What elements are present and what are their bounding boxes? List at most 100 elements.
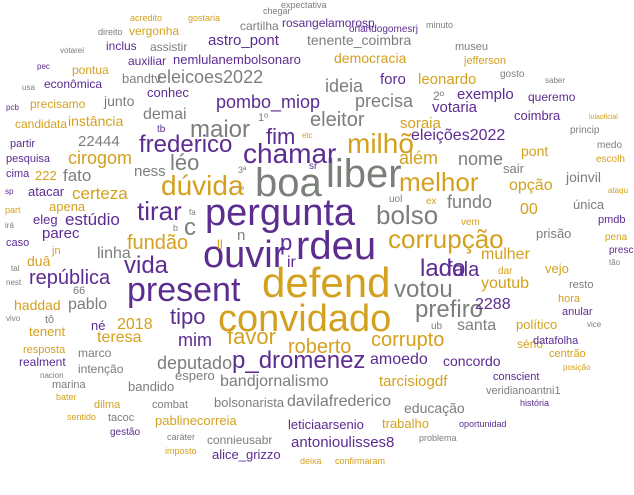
- word-astro-pont: astro_pont: [208, 32, 279, 49]
- word-leticiaarsenio: leticiaarsenio: [288, 417, 364, 432]
- word-datafolha: datafolha: [533, 335, 579, 347]
- word-p-dromenez: p_dromenez: [232, 347, 366, 374]
- word-tarcisiogdf: tarcisiogdf: [379, 373, 448, 390]
- word-pablinecorreia: pablinecorreia: [155, 413, 237, 428]
- word-leo: léo: [170, 150, 200, 175]
- word-expectativa: expectativa: [281, 0, 327, 10]
- word-deputado: deputado: [157, 353, 233, 373]
- word-precisamo: precisamo: [30, 97, 86, 111]
- word-presc: presc: [609, 245, 634, 256]
- word-defend: defend: [262, 259, 391, 306]
- word-acredito: acredito: [130, 13, 163, 23]
- word-votaria: votaria: [432, 99, 478, 116]
- word-liber: liber: [326, 152, 402, 196]
- word-lado: lado: [420, 255, 466, 282]
- word-pcb: pcb: [6, 103, 19, 112]
- word-b: b: [173, 223, 179, 233]
- word-tenent: tenent: [29, 324, 66, 339]
- word-marina: marina: [52, 379, 86, 391]
- word-instancia: instância: [68, 113, 124, 129]
- word-opcao: opção: [509, 177, 553, 194]
- word-anular: anular: [562, 306, 593, 318]
- word-mulher: mulher: [481, 246, 530, 263]
- word-eleg: eleg: [33, 212, 58, 227]
- word-medo: medo: [597, 140, 623, 151]
- word-demai: demai: [143, 106, 187, 123]
- word-orlandogomesrj: orlandogomesrj: [349, 24, 418, 35]
- word-oportunidad: oportunidad: [459, 419, 507, 429]
- word-deixa: deixa: [300, 456, 322, 466]
- word-santa: santa: [457, 317, 497, 334]
- word-conscient: conscient: [493, 371, 540, 383]
- word-ne: né: [91, 318, 106, 333]
- word-3a: 3ª: [238, 165, 247, 175]
- word-n: n: [237, 227, 246, 244]
- word-connieusabr: connieusabr: [207, 433, 273, 447]
- word-intencao: intenção: [78, 362, 124, 376]
- word-museu: museu: [455, 41, 489, 53]
- word-youtub: youtub: [481, 275, 530, 292]
- word-trabalho: trabalho: [382, 416, 429, 431]
- word-sair: sair: [503, 161, 524, 176]
- word-22444: 22444: [78, 133, 120, 150]
- word-nacion: nacion: [40, 371, 64, 380]
- word-rosangelamorosp: rosangelamorosp: [282, 16, 375, 30]
- word-prisao: prisão: [536, 226, 572, 241]
- word-bolsonarista: bolsonarista: [214, 395, 285, 410]
- word-a: ª: [241, 185, 244, 194]
- word-etc: etc: [302, 131, 313, 140]
- word-eleitor: eleitor: [310, 109, 365, 131]
- word-hora: hora: [558, 293, 581, 305]
- word-pablo: pablo: [68, 296, 108, 313]
- word-centrao: centrão: [549, 348, 586, 360]
- word-tal: tal: [11, 264, 20, 273]
- word-democracia: democracia: [334, 50, 407, 66]
- word-gostaria: gostaria: [188, 13, 221, 23]
- word-queremo: queremo: [528, 90, 576, 104]
- word-pec: pec: [37, 62, 50, 71]
- word-eleicoes2022: eleicoes2022: [157, 67, 264, 87]
- word-pontua: pontua: [72, 63, 109, 77]
- word-espero: espero: [175, 368, 215, 383]
- word-concordo: concordo: [443, 353, 501, 369]
- word-frederico: frederico: [139, 131, 233, 158]
- word-conhec: conhec: [147, 85, 189, 100]
- word-tirar: tirar: [137, 196, 182, 226]
- word-fundao: fundão: [127, 232, 189, 254]
- word-jn: jn: [52, 245, 61, 257]
- word-convidado: convidado: [218, 298, 392, 340]
- word-junto: junto: [104, 93, 135, 109]
- word-ira: irá: [5, 221, 14, 230]
- word-marco: marco: [78, 346, 112, 360]
- word-veridianoantni1: veridianoantni1: [486, 385, 561, 397]
- word-alice-grizzo: alice_grizzo: [212, 447, 281, 462]
- word-eleicoes2022-b: eleições2022: [411, 127, 506, 144]
- word-candidata: candidata: [15, 117, 68, 131]
- word-precisa: precisa: [355, 91, 414, 111]
- word-favor: favor: [227, 324, 276, 349]
- word-confirmaram: confirmaram: [335, 456, 386, 466]
- word-p: p: [280, 230, 293, 255]
- word-usa: usa: [22, 83, 35, 92]
- word-nest: nest: [6, 278, 22, 287]
- word-saber: saber: [545, 76, 566, 85]
- word-2288: 2288: [475, 296, 511, 313]
- word-estudio: estúdio: [65, 210, 120, 229]
- word-haddad: haddad: [14, 297, 61, 313]
- word-2o: 2º: [433, 89, 445, 103]
- word-fundo: fundo: [447, 192, 493, 212]
- word-duvida: dúvida: [161, 170, 244, 201]
- word-sp: sp: [5, 187, 14, 196]
- word-vice: vice: [587, 320, 602, 329]
- word-pombo-miop: pombo_miop: [216, 92, 321, 112]
- word-ouvir: ouvir: [203, 234, 286, 276]
- word-votarei: votarei: [60, 46, 85, 55]
- word-vida: vida: [124, 252, 169, 279]
- word-davilafrederico: davilafrederico: [287, 393, 392, 410]
- word-problema: problema: [419, 433, 457, 443]
- word-vejo: vejo: [545, 261, 569, 276]
- word-joinvil: joinvil: [566, 169, 602, 185]
- word-ex: ex: [426, 196, 437, 207]
- word-atacar: atacar: [28, 184, 65, 199]
